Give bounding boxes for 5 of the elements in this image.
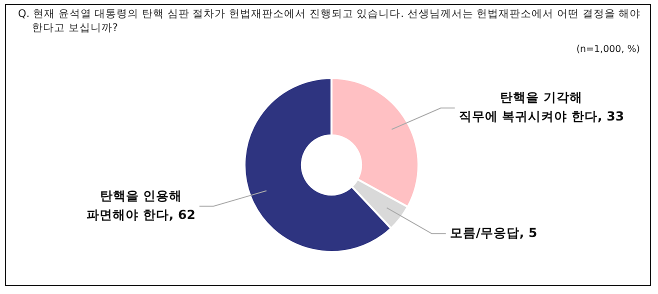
slice-label: 탄핵을 기각해 직무에 복귀시켜야 한다, 33: [458, 90, 624, 124]
slice-label: 탄핵을 인용해 파면해야 한다, 62: [86, 188, 196, 222]
chart-subtitle: (n=1,000, %): [576, 44, 640, 55]
slice-label: 모름/무응답, 5: [450, 224, 538, 240]
chart-title: Q. 현재 윤석열 대통령의 탄핵 심판 절차가 헌법재판소에서 진행되고 있습니다. 선생님께서는 헌법재판소에서 어떤 결정을 해야 한다고 보십니까?: [18, 7, 642, 35]
